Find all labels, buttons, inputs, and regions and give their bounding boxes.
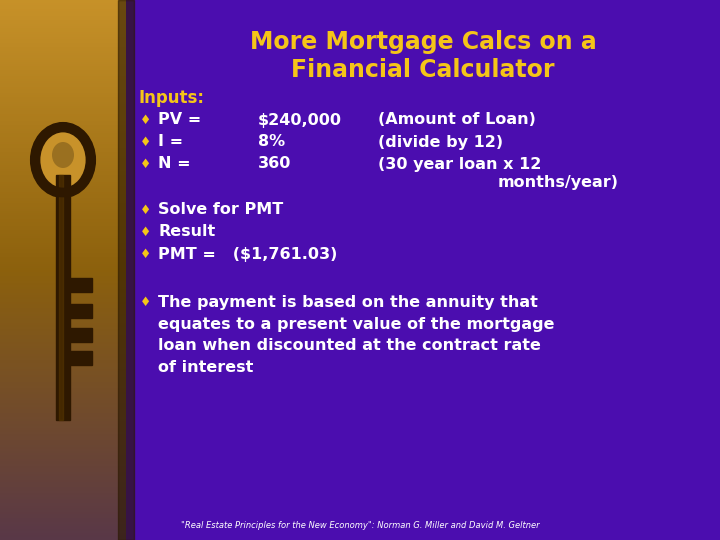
- Text: Inputs:: Inputs:: [138, 89, 204, 107]
- Text: Result: Result: [158, 225, 215, 240]
- Text: PMT =   ($1,761.03): PMT = ($1,761.03): [158, 246, 338, 261]
- Text: ♦: ♦: [140, 226, 151, 239]
- Ellipse shape: [52, 142, 74, 168]
- Bar: [118, 0, 134, 540]
- Text: "Real Estate Principles for the New Economy": Norman G. Miller and David M. Gelt: "Real Estate Principles for the New Econ…: [181, 522, 539, 530]
- Text: ♦: ♦: [140, 158, 151, 171]
- Bar: [70, 278, 92, 292]
- Text: N =: N =: [158, 157, 191, 172]
- Text: $240,000: $240,000: [258, 112, 342, 127]
- Text: I =: I =: [158, 134, 183, 150]
- Text: 360: 360: [258, 157, 292, 172]
- Text: loan when discounted at the contract rate: loan when discounted at the contract rat…: [158, 339, 541, 354]
- Bar: [56, 175, 70, 420]
- Text: 8%: 8%: [258, 134, 285, 150]
- Text: (30 year loan x 12: (30 year loan x 12: [378, 157, 541, 172]
- Text: (divide by 12): (divide by 12): [378, 134, 503, 150]
- Text: months/year): months/year): [498, 174, 619, 190]
- Text: The payment is based on the annuity that: The payment is based on the annuity that: [158, 294, 538, 309]
- Bar: [70, 351, 92, 365]
- Ellipse shape: [39, 131, 87, 189]
- Bar: [70, 304, 92, 318]
- Text: More Mortgage Calcs on a: More Mortgage Calcs on a: [250, 30, 596, 54]
- Text: ♦: ♦: [140, 136, 151, 148]
- Text: ♦: ♦: [140, 295, 151, 308]
- Text: Financial Calculator: Financial Calculator: [292, 58, 554, 82]
- Text: ♦: ♦: [140, 113, 151, 126]
- Bar: [70, 328, 92, 342]
- Text: ♦: ♦: [140, 247, 151, 260]
- Text: of interest: of interest: [158, 361, 253, 375]
- Text: Solve for PMT: Solve for PMT: [158, 202, 283, 218]
- Text: PV =: PV =: [158, 112, 202, 127]
- Text: equates to a present value of the mortgage: equates to a present value of the mortga…: [158, 316, 554, 332]
- Bar: [59, 175, 63, 420]
- Text: ♦: ♦: [140, 204, 151, 217]
- Text: (Amount of Loan): (Amount of Loan): [378, 112, 536, 127]
